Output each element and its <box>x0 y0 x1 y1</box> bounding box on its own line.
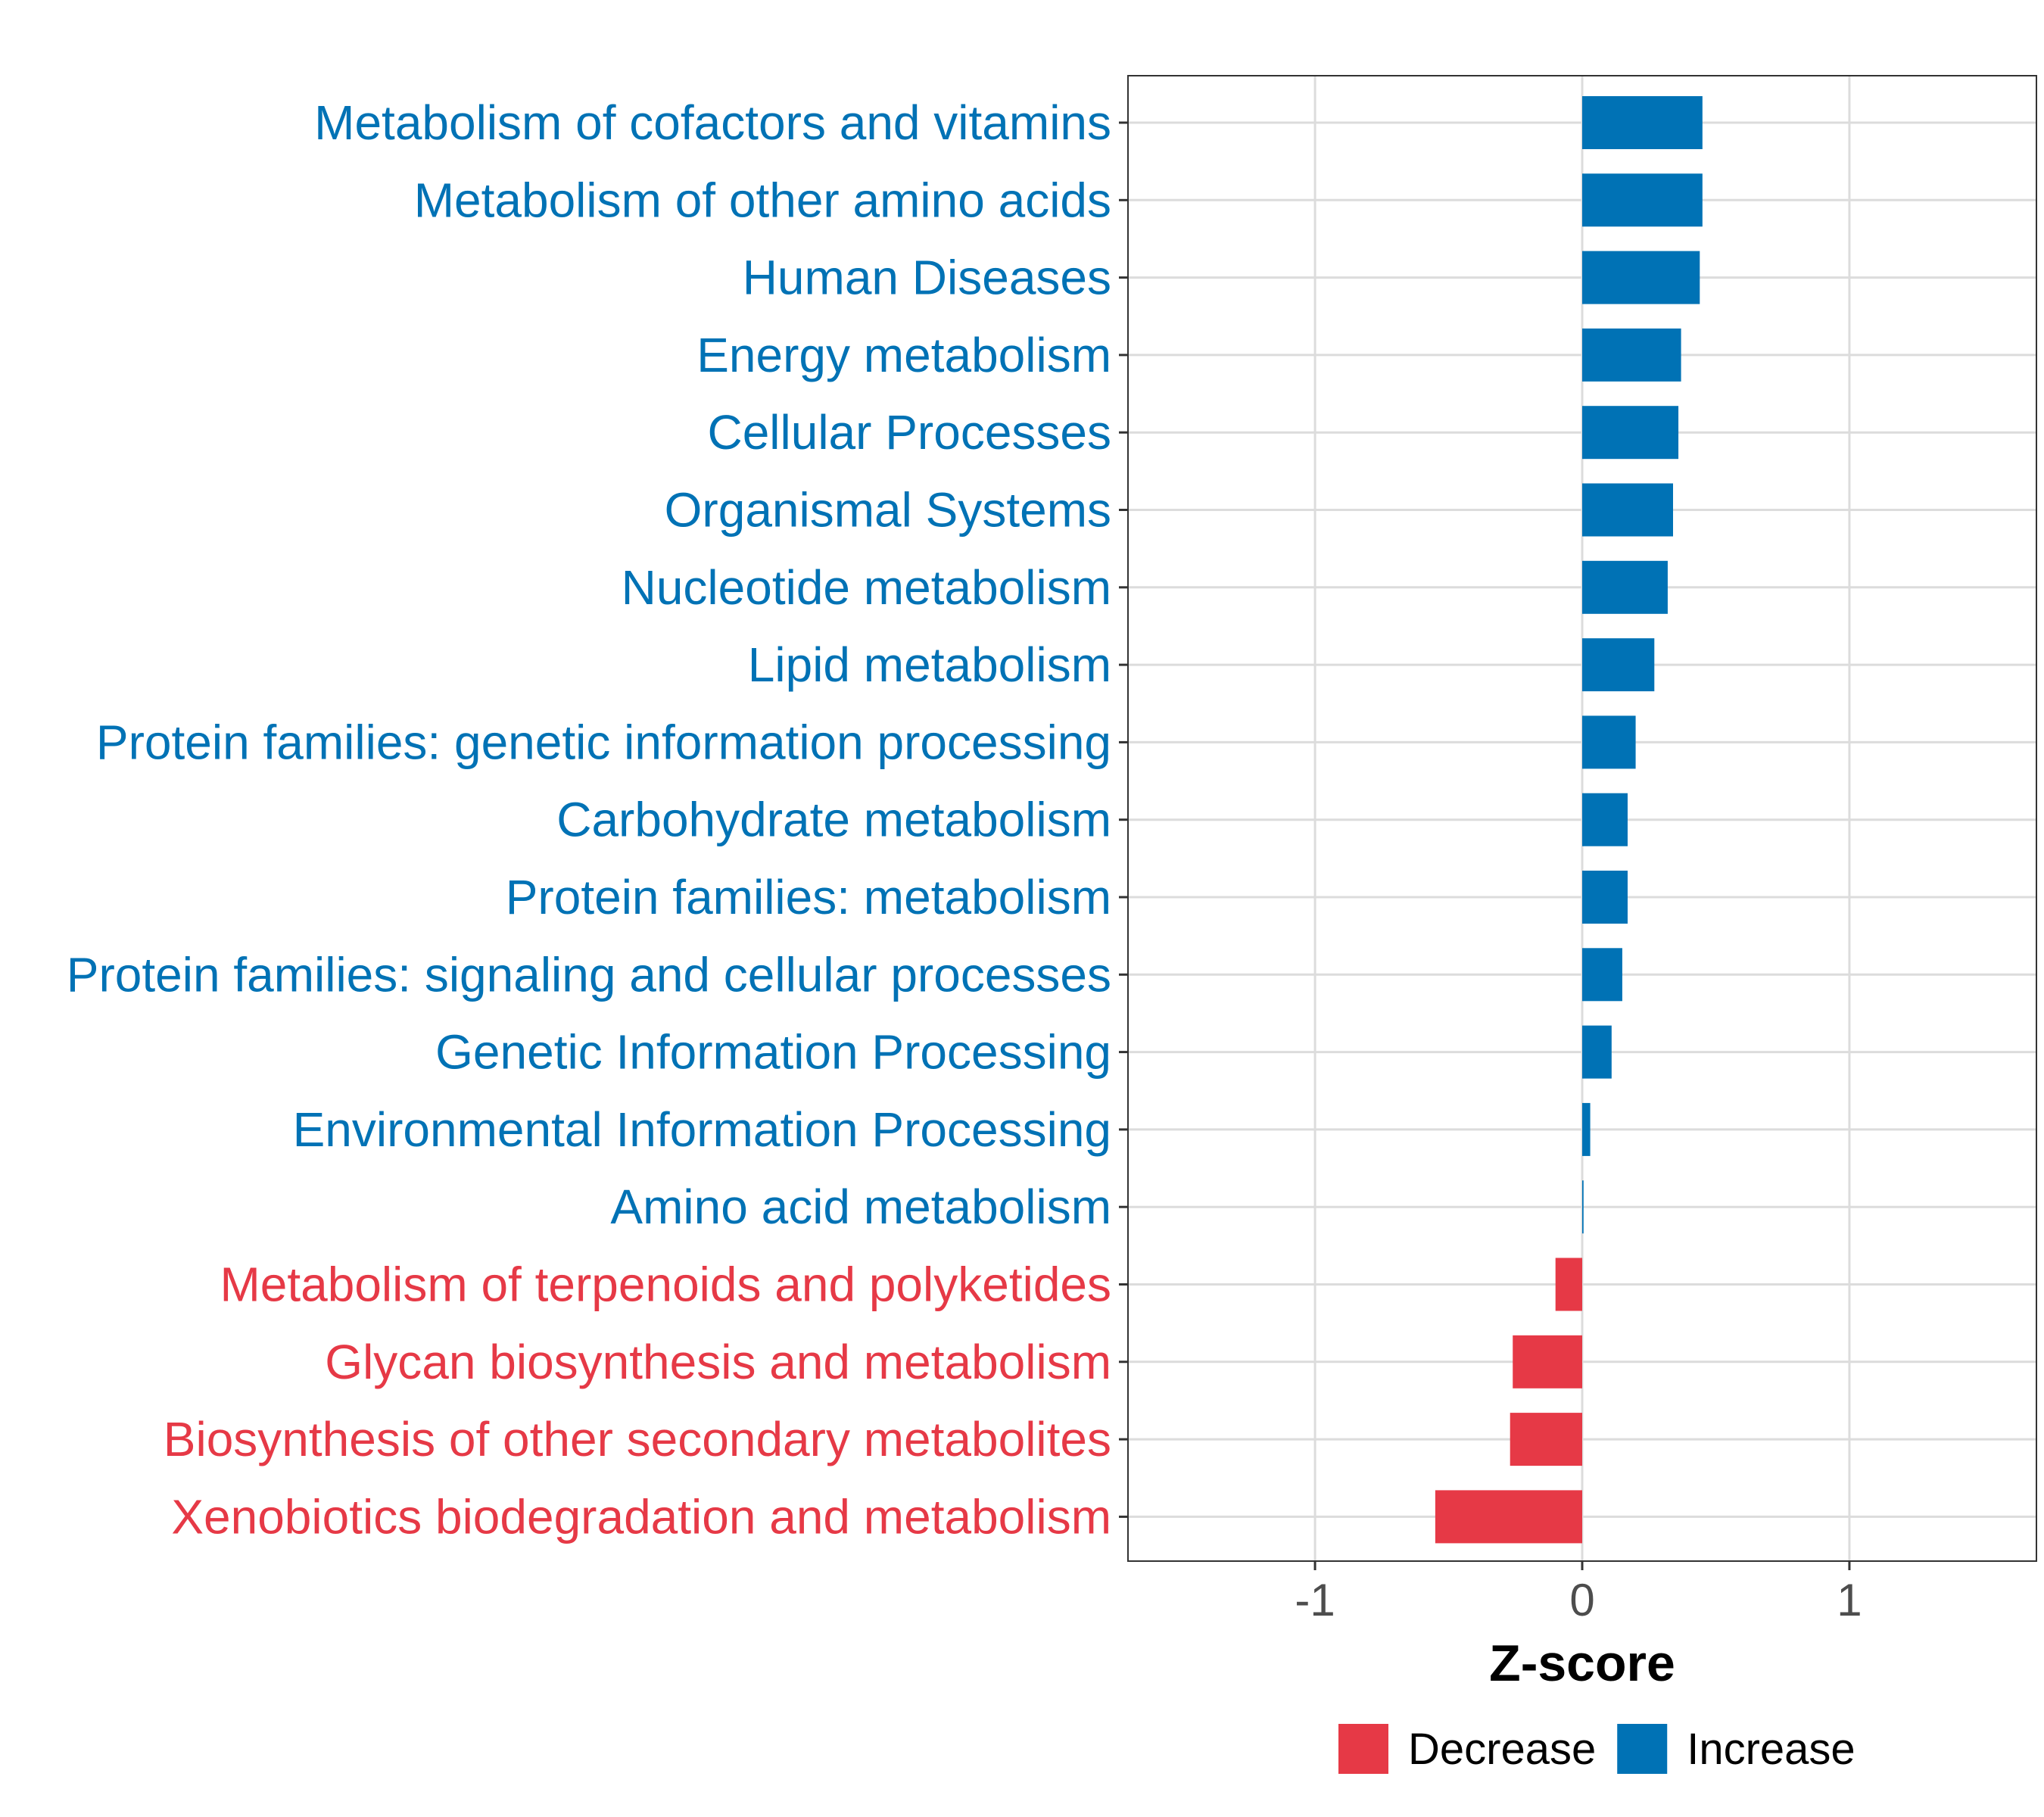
bar <box>1582 638 1655 692</box>
bar <box>1435 1490 1582 1544</box>
y-tick-label: Protein families: genetic information pr… <box>96 715 1111 769</box>
y-tick-label: Carbohydrate metabolism <box>556 793 1111 847</box>
bar <box>1513 1335 1582 1388</box>
x-tick-label: 0 <box>1569 1575 1594 1625</box>
y-axis-ticks: Metabolism of cofactors and vitamins Meta… <box>67 95 1128 1544</box>
bar <box>1582 1102 1591 1156</box>
y-tick-label: Lipid metabolism <box>748 637 1111 692</box>
y-tick-label: Amino acid metabolism <box>610 1180 1111 1234</box>
y-tick-label: Metabolism of other amino acids <box>414 173 1111 227</box>
y-tick-label: Nucleotide metabolism <box>622 560 1111 615</box>
bar <box>1582 793 1628 846</box>
bar <box>1582 1180 1584 1234</box>
y-tick-label: Energy metabolism <box>696 328 1111 382</box>
bar <box>1582 871 1628 924</box>
y-tick-label: Organismal Systems <box>665 483 1111 538</box>
y-tick-label: Protein families: signaling and cellular… <box>67 947 1111 1002</box>
bars <box>1435 96 1703 1544</box>
y-tick-label: Metabolism of terpenoids and polyketides <box>220 1258 1111 1312</box>
legend-key <box>1617 1724 1668 1774</box>
x-axis-ticks: -1 0 1 <box>1295 1561 1862 1625</box>
legend-key <box>1338 1724 1388 1774</box>
bar <box>1510 1413 1582 1466</box>
y-tick-label: Biosynthesis of other secondary metaboli… <box>164 1412 1111 1466</box>
legend-label: Decrease <box>1408 1725 1596 1774</box>
bar <box>1582 406 1679 460</box>
legend: Decrease Increase <box>1338 1724 1855 1774</box>
y-tick-label: Xenobiotics biodegradation and metabolis… <box>171 1489 1111 1544</box>
x-tick-label: -1 <box>1295 1575 1335 1625</box>
x-axis-title: Z-score <box>1489 1635 1675 1692</box>
y-tick-label: Protein families: metabolism <box>506 870 1111 924</box>
y-tick-label: Metabolism of cofactors and vitamins <box>314 95 1111 150</box>
y-tick-label: Genetic Information Processing <box>435 1025 1111 1080</box>
bar <box>1582 251 1700 304</box>
bar <box>1582 328 1681 382</box>
bar <box>1582 96 1703 149</box>
bar <box>1582 173 1703 227</box>
bar <box>1582 560 1668 614</box>
y-tick-label: Environmental Information Processing <box>293 1102 1111 1157</box>
bar <box>1555 1258 1582 1311</box>
x-tick-label: 1 <box>1837 1575 1862 1625</box>
bar <box>1582 948 1622 1002</box>
y-tick-label: Human Diseases <box>743 251 1111 305</box>
bar <box>1582 483 1673 537</box>
y-tick-label: Glycan biosynthesis and metabolism <box>325 1335 1111 1389</box>
legend-label: Increase <box>1687 1725 1855 1774</box>
y-tick-label: Cellular Processes <box>707 405 1111 460</box>
bar <box>1582 715 1636 769</box>
bar <box>1582 1025 1612 1079</box>
